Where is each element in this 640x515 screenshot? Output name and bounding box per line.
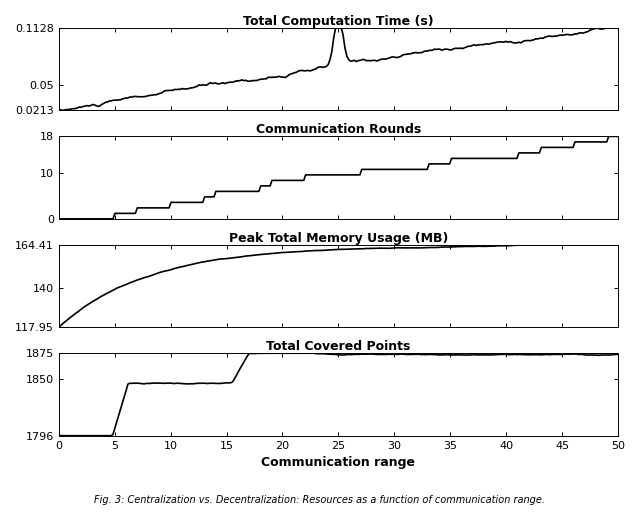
Title: Total Computation Time (s): Total Computation Time (s) [243, 15, 434, 28]
Title: Peak Total Memory Usage (MB): Peak Total Memory Usage (MB) [228, 232, 448, 245]
X-axis label: Communication range: Communication range [261, 456, 415, 469]
Text: Fig. 3: Centralization vs. Decentralization: Resources as a function of communic: Fig. 3: Centralization vs. Decentralizat… [95, 495, 545, 505]
Title: Total Covered Points: Total Covered Points [266, 340, 410, 353]
Title: Communication Rounds: Communication Rounds [256, 124, 421, 136]
